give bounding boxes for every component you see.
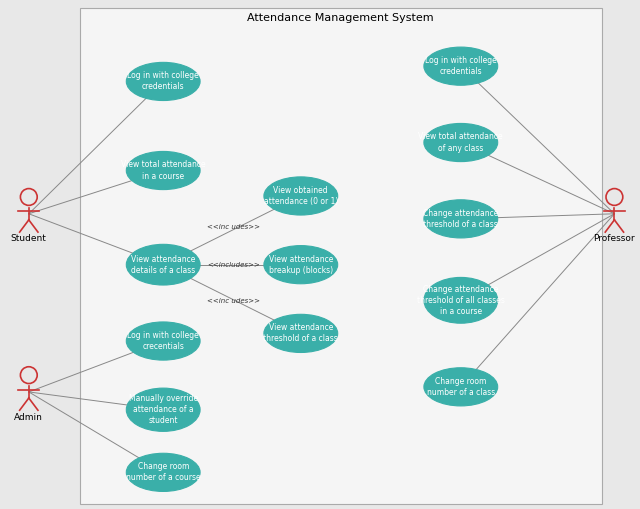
Text: View attendance
details of a class: View attendance details of a class [131, 254, 195, 275]
Text: Professor: Professor [593, 234, 636, 243]
Ellipse shape [126, 62, 200, 101]
Ellipse shape [424, 200, 498, 238]
Text: View total attendance
of any class: View total attendance of any class [419, 132, 503, 153]
Ellipse shape [424, 277, 498, 323]
Text: Change room
number of a course: Change room number of a course [126, 462, 200, 483]
Text: <<includes>>: <<includes>> [207, 262, 260, 268]
Ellipse shape [126, 322, 200, 360]
Text: Change attendance
threshold of a class: Change attendance threshold of a class [423, 209, 499, 229]
Text: Student: Student [11, 234, 47, 243]
Text: Log in with college
credentials: Log in with college credentials [127, 71, 199, 92]
Text: Admin: Admin [14, 412, 44, 421]
Text: Manually override
attendance of a
student: Manually override attendance of a studen… [129, 394, 198, 426]
Text: Log in with college
credentials: Log in with college credentials [425, 56, 497, 76]
Ellipse shape [424, 47, 498, 86]
Text: Change attendance
threshold of all classes
in a course: Change attendance threshold of all class… [417, 285, 505, 316]
Ellipse shape [424, 367, 498, 406]
Ellipse shape [424, 124, 498, 162]
Ellipse shape [126, 453, 200, 492]
Text: Change room
number of a class: Change room number of a class [427, 377, 495, 397]
Text: View attendance
breakup (blocks): View attendance breakup (blocks) [269, 254, 333, 275]
Text: View obtained
attendance (0 or 1): View obtained attendance (0 or 1) [264, 186, 338, 206]
Text: Attendance Management System: Attendance Management System [248, 13, 434, 23]
FancyBboxPatch shape [80, 8, 602, 504]
Text: Log in with college
crecentials: Log in with college crecentials [127, 331, 199, 351]
Ellipse shape [264, 177, 338, 215]
Text: <<inc udes>>: <<inc udes>> [207, 298, 260, 304]
Ellipse shape [264, 246, 338, 284]
Ellipse shape [126, 152, 200, 189]
Ellipse shape [264, 315, 338, 353]
Text: <<inc udes>>: <<inc udes>> [207, 223, 260, 230]
Text: View total attendance
in a course: View total attendance in a course [121, 160, 205, 181]
Ellipse shape [126, 244, 200, 285]
Text: View attendance
threshold of a class: View attendance threshold of a class [264, 323, 338, 344]
Ellipse shape [126, 388, 200, 432]
